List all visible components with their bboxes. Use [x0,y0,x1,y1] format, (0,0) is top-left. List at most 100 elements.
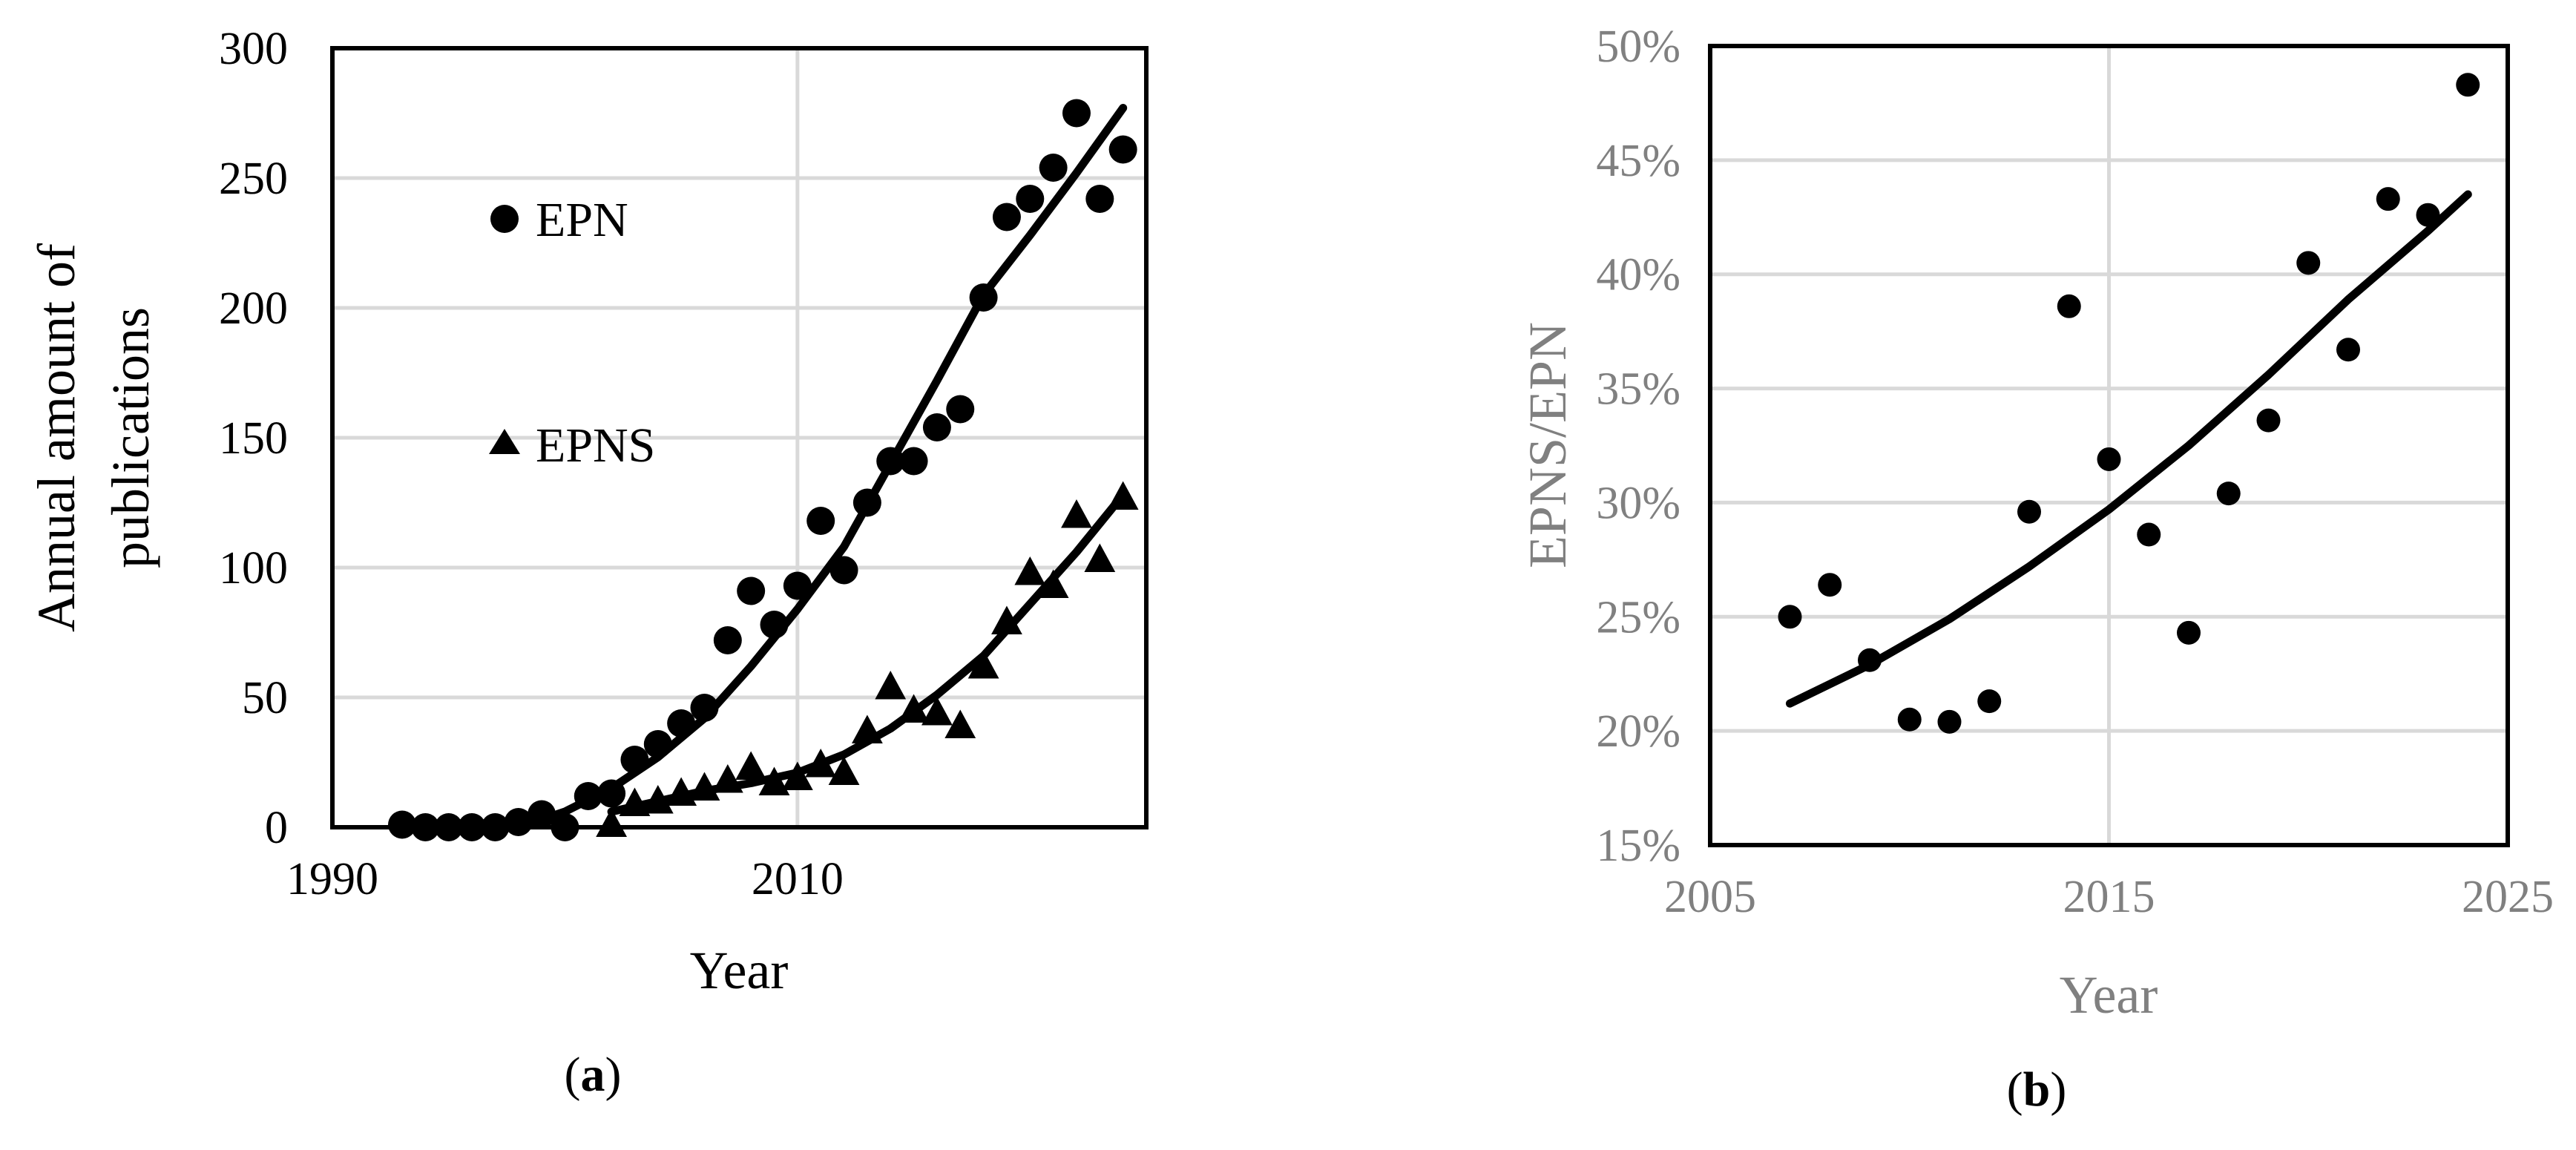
epns-point [805,749,837,778]
ratio-point [2097,447,2121,471]
epn-point [992,203,1021,231]
chart-a-panel-label: (a) [565,1048,622,1102]
chart-a-y-tick-label: 300 [219,24,288,74]
epn-point [597,779,626,808]
epn-point [737,576,766,605]
chart-a-legend: EPN EPNS [489,193,655,473]
chart-b-y-tick-label: 50% [1596,22,1680,72]
chart-a-trendline [607,490,1128,816]
epn-point [1085,185,1114,213]
ratio-point [1818,573,1842,597]
chart-a-y-axis-title: Annual amount of publications [27,243,160,632]
ratio-point [2017,499,2041,524]
epn-point [643,730,672,758]
legend-epns-marker-icon [489,429,520,454]
epn-point [620,746,649,774]
ratio-point [2336,338,2360,362]
epns-point [735,751,767,780]
chart-a-x-tick-label: 1990 [286,854,378,904]
epns-point [758,766,790,795]
epns-point [921,697,953,726]
epn-point [852,488,881,517]
epn-point [411,813,440,841]
epn-point [946,395,975,424]
ratio-point [2296,251,2321,275]
epn-point [528,800,556,829]
chart-b-data-points [1778,73,2480,734]
chart-b-y-tick-label: 20% [1596,706,1680,757]
epn-point [434,813,463,841]
legend-epn-marker-icon [490,205,519,233]
epn-point [922,413,951,441]
ratio-point [2256,408,2281,433]
ratio-point [2177,620,2201,645]
epn-point [458,813,487,841]
chart-b-trendline [1786,190,2472,708]
chart-a-y-tick-label: 100 [219,543,288,594]
chart-a-y-tick-label: 0 [265,803,288,853]
chart-b-y-tick-label: 15% [1596,821,1680,871]
epn-point [760,611,789,639]
epns-point [1084,543,1116,572]
epn-point [829,556,858,585]
epn-point [667,709,696,737]
chart-a-x-tick-labels: 1990 2010 [286,854,844,904]
chart-a-plot-frame [330,46,1149,829]
epns-point [1107,481,1139,510]
chart-b-x-tick-label: 2025 [2462,872,2554,922]
epn-point [1016,185,1045,213]
chart-a-x-tick-label: 2010 [752,854,844,904]
epn-point [504,808,533,836]
epns-point [642,785,674,814]
epns-point [1014,556,1046,585]
chart-a-y-tick-label: 150 [219,413,288,464]
epn-point [1039,154,1068,182]
chart-b-panel-label: (b) [2007,1062,2067,1117]
epns-point [1061,499,1092,528]
epns-point [875,671,907,700]
epn-point [481,813,510,841]
chart-a-x-axis-title: Year [690,941,789,1000]
ratio-point [2216,482,2241,506]
epn-point [574,782,602,810]
epns-point [851,714,883,743]
epns-point [967,650,999,679]
chart-a-y-tick-label: 200 [219,283,288,334]
epns-point [666,777,697,806]
ratio-point [1858,648,1882,672]
chart-b-y-tick-label: 40% [1596,250,1680,300]
ratio-point [1778,605,1802,629]
chart-b-plot-frame [1708,44,2510,847]
chart-a-y-axis-title-line-1: Annual amount of [27,243,86,632]
epn-point [876,447,905,476]
chart-b-y-tick-label: 45% [1596,136,1680,186]
chart-b: 15% 20% 25% 30% 35% 40% 45% 50% 2005 2015 2025 Ye… [1518,22,2554,1117]
epn-point [551,813,579,841]
epns-point [781,761,813,790]
chart-a-gridlines [330,46,1146,829]
chart-b-y-tick-label: 35% [1596,364,1680,415]
epn-point [1062,99,1091,128]
ratio-point [2057,294,2081,318]
epns-point [596,808,628,837]
epns-point [619,787,651,816]
epn-point [388,810,417,839]
chart-a-y-tick-labels: 0 50 100 150 200 250 300 [219,24,288,853]
epns-point [991,605,1022,634]
epns-point [712,764,743,793]
chart-b-trendline [1786,190,2472,708]
ratio-point [2137,522,2161,547]
ratio-point [2416,203,2440,227]
legend-epns-label: EPNS [536,418,655,473]
epn-point [713,626,742,654]
chart-b-x-tick-label: 2005 [1664,872,1756,922]
ratio-point [1977,689,2002,714]
epn-point [806,507,835,535]
ratio-point [1897,707,1922,732]
epn-point [783,571,812,600]
epn-point [969,283,998,312]
epns-point [944,709,976,738]
epn-point [690,694,719,722]
epn-point [1108,135,1137,164]
